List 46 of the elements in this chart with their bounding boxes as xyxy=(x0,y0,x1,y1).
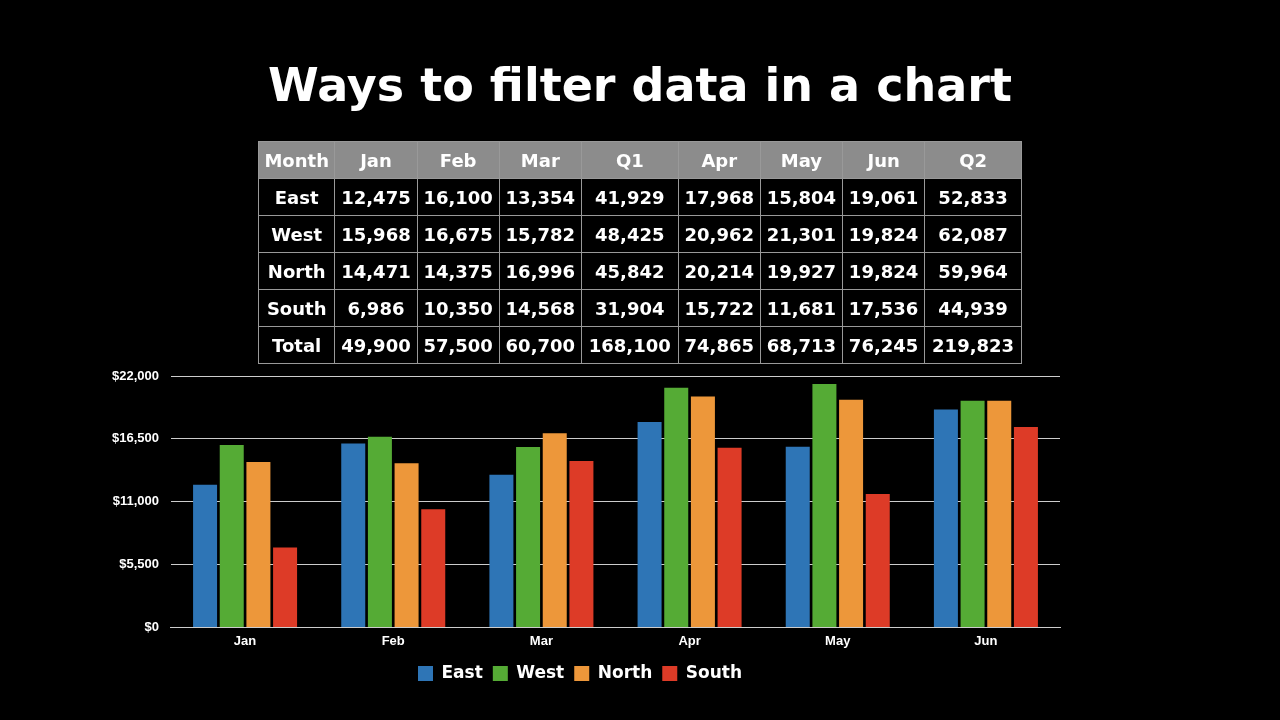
legend-label: West xyxy=(516,661,565,682)
bar xyxy=(193,484,218,627)
bar xyxy=(960,400,985,627)
x-tick-label: Mar xyxy=(529,632,553,648)
chart-title: Ways to filter data in a chart xyxy=(267,58,1013,112)
text: Total 49,900 57,500 60,700 168,100 74,865 68,713 76,245 219,823 xyxy=(272,334,1015,356)
bar xyxy=(421,509,446,627)
bar xyxy=(839,399,864,627)
legend-label: South xyxy=(685,661,743,682)
bar xyxy=(1013,427,1038,627)
bar xyxy=(637,422,662,627)
legend-label: East xyxy=(441,661,483,682)
bar xyxy=(865,493,890,627)
y-tick-label: $5,500 xyxy=(119,556,159,572)
bar xyxy=(812,383,837,627)
bar xyxy=(664,387,689,627)
y-tick-label: $22,000 xyxy=(111,367,159,383)
bar xyxy=(341,443,366,627)
x-tick-label: May xyxy=(825,632,852,648)
bar xyxy=(367,436,392,627)
bar xyxy=(246,462,271,627)
x-tick-label: Apr xyxy=(678,632,701,648)
text: Month Jan Feb Mar Q1 Apr May Jun Q2 xyxy=(264,149,987,171)
text: South 6,986 10,350 14,568 31,904 15,722 11,681 17,536 44,939 xyxy=(266,297,1008,319)
bar xyxy=(219,444,244,627)
legend-label: North xyxy=(597,661,653,682)
text: West 15,968 16,675 15,782 48,425 20,962 21,301 19,824 62,087 xyxy=(271,223,1008,245)
x-tick-label: Jan xyxy=(233,632,257,648)
bar xyxy=(717,447,742,627)
bar xyxy=(785,446,810,627)
y-tick-label: $0 xyxy=(144,618,159,634)
bar xyxy=(516,447,541,627)
bar xyxy=(987,400,1012,627)
text: North 14,471 14,375 16,996 45,842 20,214 19,927 19,824 59,964 xyxy=(267,260,1008,282)
x-tick-label: Feb xyxy=(381,632,405,648)
bar xyxy=(933,409,958,627)
bar xyxy=(394,463,419,627)
bar xyxy=(690,396,715,627)
bar xyxy=(569,460,594,627)
bar xyxy=(489,474,514,627)
bar xyxy=(542,433,567,627)
text: East 12,475 16,100 13,354 41,929 17,968 15,804 19,061 52,833 xyxy=(274,186,1008,208)
bar xyxy=(273,547,298,627)
x-tick-label: Jun xyxy=(974,632,998,648)
y-tick-label: $16,500 xyxy=(111,430,159,446)
y-tick-label: $11,000 xyxy=(112,493,159,509)
